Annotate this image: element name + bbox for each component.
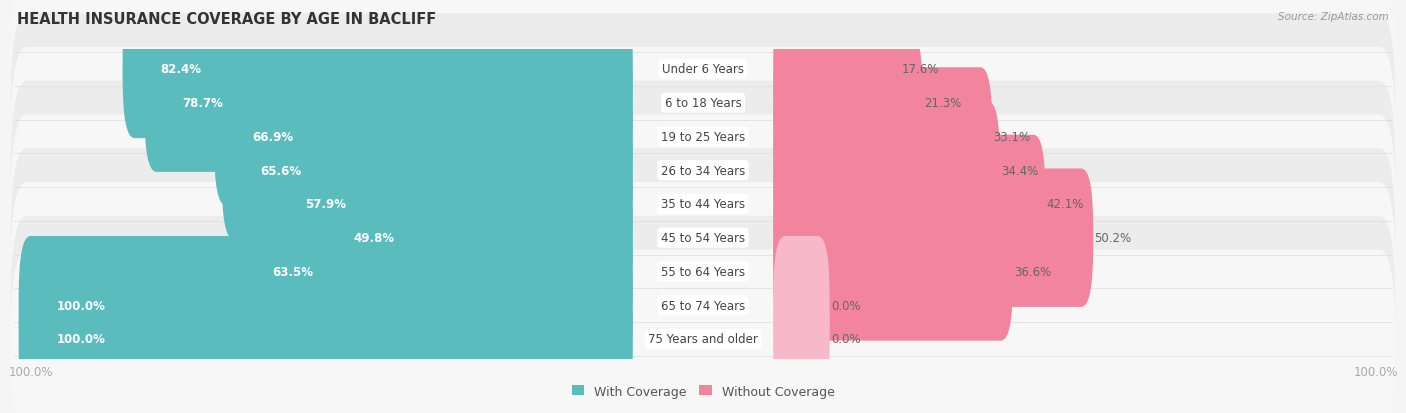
FancyBboxPatch shape xyxy=(11,250,1395,413)
FancyBboxPatch shape xyxy=(773,1,901,139)
Text: 55 to 64 Years: 55 to 64 Years xyxy=(661,265,745,278)
Text: 26 to 34 Years: 26 to 34 Years xyxy=(661,164,745,177)
FancyBboxPatch shape xyxy=(773,270,830,408)
FancyBboxPatch shape xyxy=(773,236,830,375)
FancyBboxPatch shape xyxy=(11,48,1395,226)
Text: 36.6%: 36.6% xyxy=(1014,265,1052,278)
FancyBboxPatch shape xyxy=(11,14,1395,192)
FancyBboxPatch shape xyxy=(11,115,1395,294)
Text: 33.1%: 33.1% xyxy=(994,131,1031,144)
Text: 66.9%: 66.9% xyxy=(252,131,294,144)
Text: 21.3%: 21.3% xyxy=(924,97,962,110)
Text: 42.1%: 42.1% xyxy=(1046,198,1084,211)
FancyBboxPatch shape xyxy=(235,203,633,341)
Text: 0.0%: 0.0% xyxy=(831,332,860,346)
Text: 17.6%: 17.6% xyxy=(903,63,939,76)
FancyBboxPatch shape xyxy=(11,183,1395,361)
FancyBboxPatch shape xyxy=(11,0,1395,159)
FancyBboxPatch shape xyxy=(773,68,993,206)
Text: 49.8%: 49.8% xyxy=(353,232,394,244)
Text: 63.5%: 63.5% xyxy=(273,265,314,278)
FancyBboxPatch shape xyxy=(315,169,633,307)
Text: Source: ZipAtlas.com: Source: ZipAtlas.com xyxy=(1278,12,1389,22)
FancyBboxPatch shape xyxy=(18,270,633,408)
FancyBboxPatch shape xyxy=(122,1,633,139)
Text: 100.0%: 100.0% xyxy=(56,332,105,346)
Text: 35 to 44 Years: 35 to 44 Years xyxy=(661,198,745,211)
Text: 0.0%: 0.0% xyxy=(831,299,860,312)
FancyBboxPatch shape xyxy=(18,236,633,375)
FancyBboxPatch shape xyxy=(267,135,633,273)
Text: 100.0%: 100.0% xyxy=(56,299,105,312)
FancyBboxPatch shape xyxy=(773,34,922,173)
FancyBboxPatch shape xyxy=(11,81,1395,260)
Text: 34.4%: 34.4% xyxy=(1001,164,1039,177)
Legend: With Coverage, Without Coverage: With Coverage, Without Coverage xyxy=(567,380,839,403)
FancyBboxPatch shape xyxy=(11,216,1395,395)
FancyBboxPatch shape xyxy=(145,34,633,173)
FancyBboxPatch shape xyxy=(214,68,633,206)
FancyBboxPatch shape xyxy=(773,135,1046,273)
Text: 78.7%: 78.7% xyxy=(183,97,224,110)
FancyBboxPatch shape xyxy=(11,149,1395,328)
Text: Under 6 Years: Under 6 Years xyxy=(662,63,744,76)
Text: 65.6%: 65.6% xyxy=(260,164,301,177)
FancyBboxPatch shape xyxy=(773,102,1000,240)
FancyBboxPatch shape xyxy=(773,203,1012,341)
FancyBboxPatch shape xyxy=(773,169,1094,307)
Text: 50.2%: 50.2% xyxy=(1095,232,1132,244)
Text: 6 to 18 Years: 6 to 18 Years xyxy=(665,97,741,110)
FancyBboxPatch shape xyxy=(222,102,633,240)
Text: 65 to 74 Years: 65 to 74 Years xyxy=(661,299,745,312)
Text: HEALTH INSURANCE COVERAGE BY AGE IN BACLIFF: HEALTH INSURANCE COVERAGE BY AGE IN BACL… xyxy=(17,12,436,27)
Text: 19 to 25 Years: 19 to 25 Years xyxy=(661,131,745,144)
Text: 82.4%: 82.4% xyxy=(160,63,201,76)
Text: 75 Years and older: 75 Years and older xyxy=(648,332,758,346)
Text: 45 to 54 Years: 45 to 54 Years xyxy=(661,232,745,244)
Text: 57.9%: 57.9% xyxy=(305,198,346,211)
